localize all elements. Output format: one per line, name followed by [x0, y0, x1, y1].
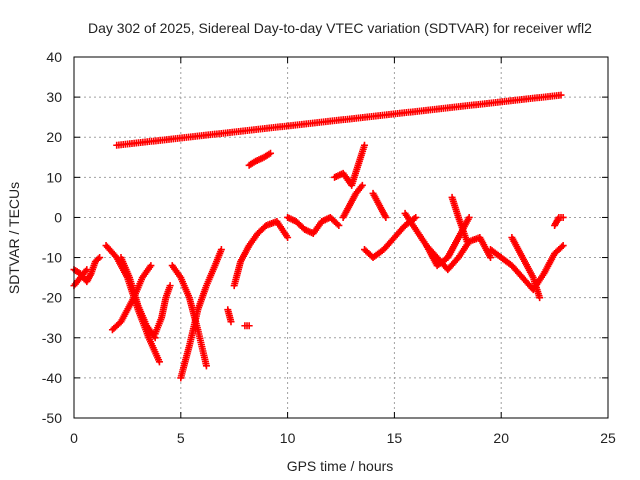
series-arc-07	[168, 262, 210, 370]
data-point	[382, 213, 390, 221]
series-arc-14	[331, 141, 368, 189]
series-arc-11	[241, 322, 253, 330]
series-arc-21	[448, 193, 471, 246]
x-tick-label: 15	[387, 430, 403, 446]
y-tick-label: -30	[42, 330, 62, 346]
data-point	[217, 246, 225, 254]
data-point	[463, 238, 471, 246]
x-tick-label: 5	[177, 430, 185, 446]
series-arc-05	[117, 254, 159, 342]
data-point	[559, 213, 567, 221]
grid	[74, 57, 608, 418]
y-tick-label: -50	[42, 410, 62, 426]
data-points	[70, 91, 567, 382]
y-tick-label: 40	[46, 49, 62, 65]
series-arc-15	[339, 181, 366, 221]
series-arc-23	[508, 234, 544, 302]
data-point	[487, 254, 495, 262]
data-point	[536, 294, 544, 302]
data-point	[166, 282, 174, 290]
y-tick-label: -10	[42, 250, 62, 266]
data-point	[267, 149, 275, 157]
series-arc-10	[230, 217, 292, 290]
y-tick-label: 30	[46, 89, 62, 105]
series-arc-06	[151, 282, 174, 338]
data-point	[83, 266, 91, 274]
x-tick-label: 20	[493, 430, 509, 446]
series-arc-12	[245, 149, 275, 169]
data-point	[227, 318, 235, 326]
y-tick-label: -40	[42, 370, 62, 386]
series-arc-17	[369, 189, 390, 221]
series-arc-08	[177, 246, 225, 382]
x-tick-label: 25	[600, 430, 616, 446]
data-point	[155, 358, 163, 366]
y-tick-label: 10	[46, 169, 62, 185]
data-point	[94, 255, 102, 263]
data-point	[335, 221, 343, 229]
series-arc-22	[487, 242, 567, 294]
y-axis-label: SDTVAR / TECUs	[6, 182, 22, 294]
axes: 0 5 10 15 20 25 -50 -40 -30 -20 -10 0 10 20 30 40	[42, 49, 616, 446]
series-arc-19	[422, 234, 495, 274]
data-point	[412, 213, 420, 221]
data-point	[360, 141, 368, 149]
x-axis-label: GPS time / hours	[287, 458, 394, 474]
data-point	[147, 262, 155, 270]
y-tick-label: -20	[42, 290, 62, 306]
series-arc-09	[224, 306, 235, 326]
plot-frame	[73, 56, 609, 419]
data-point	[465, 213, 473, 221]
data-point	[284, 234, 292, 241]
y-tick-label: 0	[54, 209, 62, 225]
chart-title: Day 302 of 2025, Sidereal Day-to-day VTE…	[88, 20, 592, 36]
data-point	[96, 254, 104, 262]
data-point	[559, 242, 567, 250]
y-tick-label: 20	[46, 129, 62, 145]
data-point	[202, 362, 210, 370]
data-point	[557, 91, 565, 99]
series-outliers	[113, 91, 565, 149]
series-arc-24	[551, 213, 567, 229]
data-point	[245, 322, 253, 330]
data-point	[358, 181, 366, 189]
x-tick-label: 10	[280, 430, 296, 446]
series-arc-13	[284, 213, 343, 237]
series-arc-02	[70, 266, 91, 290]
x-tick-label: 0	[70, 430, 78, 446]
data-point	[558, 243, 566, 251]
data-point	[333, 220, 341, 228]
